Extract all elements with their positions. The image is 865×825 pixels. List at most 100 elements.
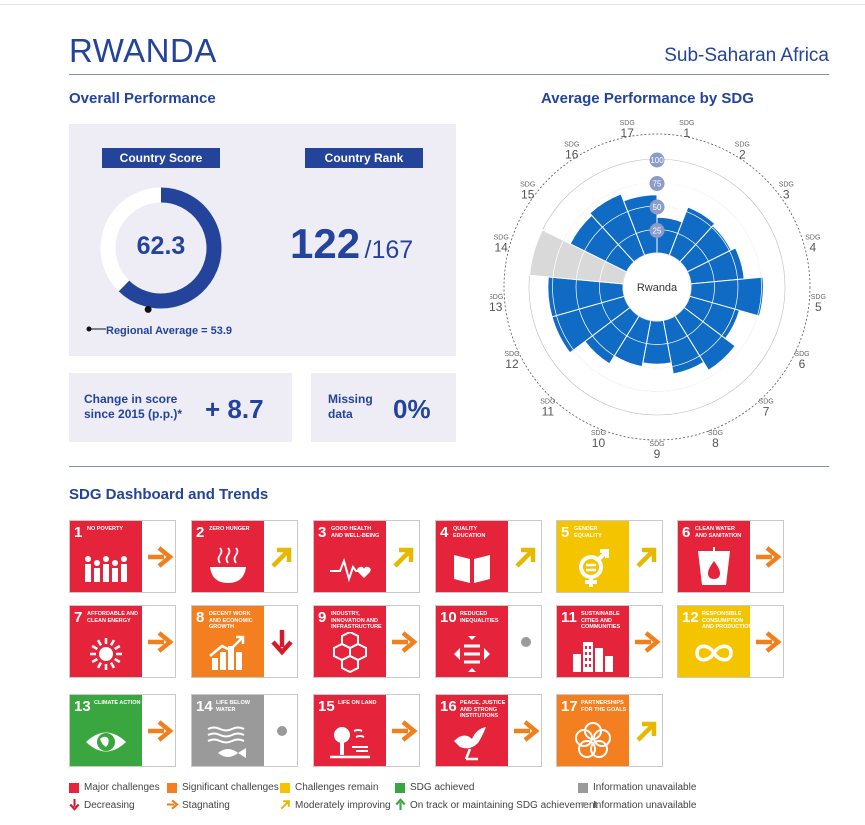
cubes-icon xyxy=(333,630,367,674)
sdg-tile-color-block: 7 Affordable and Clean Energy xyxy=(70,606,142,677)
sdg-tile-color-block: 2 Zero Hunger xyxy=(192,521,264,592)
country-rank-total: /167 xyxy=(364,236,414,264)
sdg-tile-color-block: 3 Good Health and Well-Being xyxy=(314,521,386,592)
sdg-tile-16: 16 Peace, Justice and Strong Institutions xyxy=(435,694,542,767)
svg-text:1: 1 xyxy=(683,126,690,140)
sdg-tile-6: 6 Clean Water and Sanitation xyxy=(677,520,784,593)
header-rule xyxy=(69,74,829,75)
missing-panel xyxy=(311,373,456,442)
sdg-tile-17: 17 Partnerships for the Goals xyxy=(556,694,663,767)
sdg-name: Reduced Inequalities xyxy=(460,611,499,624)
svg-text:SDG: SDG xyxy=(564,141,579,148)
country-rank-value: 122 xyxy=(290,220,361,267)
change-label: Change in score since 2015 (p.p.)* xyxy=(84,392,183,421)
sdg-number: 2 xyxy=(196,524,205,541)
svg-text:12: 12 xyxy=(505,357,519,371)
change-value: + 8.7 xyxy=(205,394,264,424)
book-icon xyxy=(454,555,490,583)
sdg-tile-color-block: 16 Peace, Justice and Strong Institutions xyxy=(436,695,508,766)
city-icon xyxy=(573,642,613,672)
sdg-name: Quality Education xyxy=(453,526,486,539)
svg-text:SDG: SDG xyxy=(811,294,826,301)
sdg-number: 12 xyxy=(682,609,699,626)
sdg-tile-4: 4 Quality Education xyxy=(435,520,542,593)
svg-text:SDG: SDG xyxy=(620,120,635,127)
top-border xyxy=(0,4,865,5)
dove-icon xyxy=(454,727,486,761)
people-icon xyxy=(85,556,127,582)
svg-text:8: 8 xyxy=(712,436,719,450)
sdg-number: 11 xyxy=(561,609,577,626)
region-name: Sub-Saharan Africa xyxy=(664,45,829,66)
sdg-name: Life on Land xyxy=(338,700,377,706)
sdg-name: Clean Water and Sanitation xyxy=(695,526,742,539)
sdg-tile-10: 10 Reduced Inequalities xyxy=(435,605,542,678)
growth-icon xyxy=(209,635,245,670)
sdg-number: 9 xyxy=(318,609,327,626)
stagnating-arrow-icon xyxy=(148,546,174,568)
svg-text:SDG: SDG xyxy=(759,399,774,406)
legend-swatch xyxy=(578,783,588,793)
svg-text:SDG: SDG xyxy=(779,181,794,188)
radar-scale-label: 25 xyxy=(653,227,662,236)
svg-text:SDG: SDG xyxy=(520,181,535,188)
sdg-radial-chart: Rwanda100755025SDG1SDG2SDG3SDG4SDG5SDG6S… xyxy=(490,120,826,460)
sdg-number: 15 xyxy=(318,698,335,715)
sdg-tile-15: 15 Life on Land xyxy=(313,694,420,767)
water-icon xyxy=(698,547,730,585)
legend-swatch xyxy=(280,783,290,793)
country-score-label: Country Score xyxy=(102,148,220,168)
legend-swatch xyxy=(395,783,405,793)
sdg-name: Gender Equality xyxy=(574,526,602,539)
sdg-number: 3 xyxy=(318,524,327,541)
stagnating-arrow-icon xyxy=(635,631,661,653)
sdg-tile-color-block: 9 Industry, Innovation and Infrastructure xyxy=(314,606,386,677)
sdg-tile-color-block: 8 Decent Work and Economic Growth xyxy=(192,606,264,677)
svg-text:3: 3 xyxy=(783,187,790,201)
country-rank-label: Country Rank xyxy=(305,148,423,168)
sdg-name: Peace, Justice and Strong Institutions xyxy=(460,700,506,719)
legend-trend-label: Stagnating xyxy=(182,800,230,811)
bowl-icon xyxy=(210,547,246,583)
dashboard-title: SDG Dashboard and Trends xyxy=(69,486,269,503)
sdg-tile-8: 8 Decent Work and Economic Growth xyxy=(191,605,298,678)
svg-text:SDG: SDG xyxy=(540,399,555,406)
stagnating-arrow-icon xyxy=(514,720,540,742)
sdg-tile-13: 13 Climate Action xyxy=(69,694,176,767)
svg-text:SDG: SDG xyxy=(679,120,694,127)
infinity-icon xyxy=(695,644,733,662)
legend-trend-label: Moderately improving xyxy=(295,800,391,811)
svg-text:9: 9 xyxy=(654,447,661,460)
svg-text:SDG: SDG xyxy=(708,430,723,437)
sdg-number: 4 xyxy=(440,524,449,541)
stagnating-arrow-icon xyxy=(392,720,418,742)
legend-trend-label: Information unavailable xyxy=(593,800,697,811)
eye-globe-icon xyxy=(86,732,126,752)
legend-status-label: Major challenges xyxy=(84,782,160,793)
sdg-name: Zero Hunger xyxy=(209,526,250,532)
stagnating-arrow-icon xyxy=(148,631,174,653)
on-track-arrow-icon xyxy=(395,798,406,811)
sdg-number: 5 xyxy=(561,524,570,541)
sdg-tile-14: 14 Life Below Water xyxy=(191,694,298,767)
sdg-number: 13 xyxy=(74,698,91,715)
svg-text:SDG: SDG xyxy=(735,141,750,148)
sdg-name: Sustainable Cities and Communities xyxy=(581,611,621,630)
stagnating-arrow-icon xyxy=(148,720,174,742)
average-performance-title: Average Performance by SDG xyxy=(541,90,754,107)
moderately-improving-arrow-icon xyxy=(636,547,657,568)
svg-text:14: 14 xyxy=(495,241,509,255)
sdg-tile-color-block: 14 Life Below Water xyxy=(192,695,264,766)
sdg-number: 7 xyxy=(74,609,83,626)
legend-status-label: Information unavailable xyxy=(593,782,697,793)
svg-text:5: 5 xyxy=(815,300,822,314)
sdg-tile-color-block: 13 Climate Action xyxy=(70,695,142,766)
sdg-name: Life Below Water xyxy=(216,700,250,713)
